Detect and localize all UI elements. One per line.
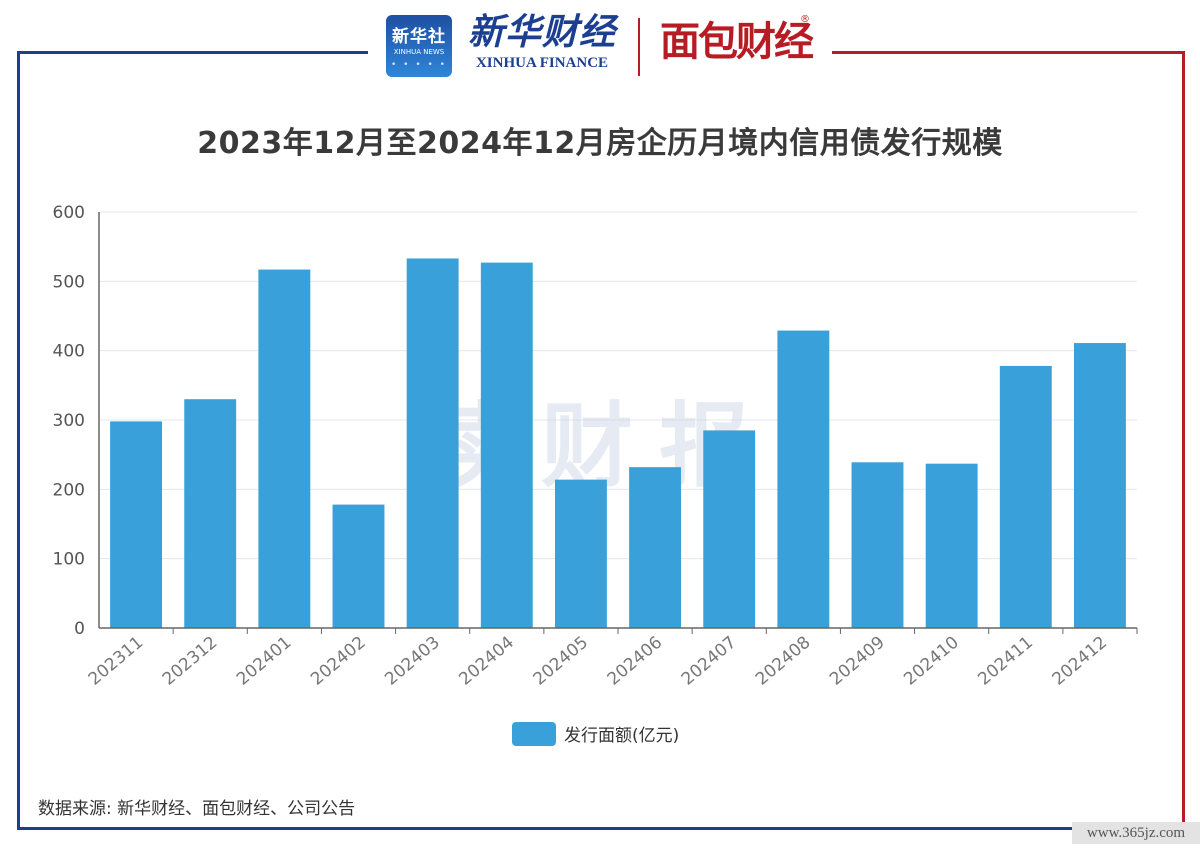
y-tick-label: 100 bbox=[53, 550, 85, 570]
x-tick-label: 202402 bbox=[307, 633, 370, 690]
bar bbox=[184, 399, 237, 628]
x-tick-label: 202407 bbox=[678, 633, 741, 690]
y-tick-label: 300 bbox=[53, 411, 85, 431]
x-tick-label: 202311 bbox=[85, 633, 148, 690]
legend-swatch bbox=[512, 721, 556, 746]
x-tick-label: 202411 bbox=[974, 633, 1037, 690]
data-source-note: 数据来源: 新华财经、面包财经、公司公告 bbox=[38, 799, 356, 819]
y-tick-label: 500 bbox=[53, 272, 85, 292]
y-tick-label: 200 bbox=[53, 480, 85, 500]
y-tick-labels: 0 100 200 300 400 500 600 bbox=[53, 203, 85, 639]
bars bbox=[110, 258, 1126, 628]
x-tick-label: 202409 bbox=[826, 633, 889, 690]
chart-title: 2023年12月至2024年12月房企历月境内信用债发行规模 bbox=[197, 126, 1003, 161]
bar bbox=[110, 421, 163, 628]
bar bbox=[851, 462, 904, 628]
bar bbox=[629, 467, 682, 628]
axes bbox=[98, 212, 1138, 634]
logo-divider bbox=[638, 18, 640, 76]
bar bbox=[480, 262, 533, 628]
bar bbox=[406, 258, 459, 628]
network-dots-icon: • • • • • bbox=[391, 60, 447, 70]
mianbao-finance-logo: 面包财经 bbox=[660, 19, 814, 65]
bar bbox=[999, 365, 1052, 628]
bar bbox=[332, 504, 385, 628]
y-tick-label: 400 bbox=[53, 342, 85, 362]
legend: 发行面额(亿元) bbox=[512, 721, 679, 746]
x-tick-label: 202405 bbox=[530, 633, 593, 690]
x-tick-label: 202404 bbox=[455, 633, 518, 690]
x-tick-label: 202410 bbox=[900, 633, 963, 690]
bar bbox=[777, 330, 830, 628]
site-url: www.365jz.com bbox=[1072, 822, 1200, 844]
x-tick-label: 202312 bbox=[159, 633, 222, 690]
x-tick-label: 202406 bbox=[604, 633, 667, 690]
x-tick-labels: 202311 202312 202401 202402 202403 202404 2024… bbox=[85, 633, 1111, 690]
bar bbox=[703, 430, 756, 628]
frame-right bbox=[597, 51, 1185, 830]
y-tick-label: 0 bbox=[74, 619, 85, 639]
frame-left bbox=[17, 51, 597, 830]
bar bbox=[554, 479, 607, 628]
x-tick-label: 202403 bbox=[381, 633, 444, 690]
bar bbox=[1073, 343, 1126, 628]
grid-lines bbox=[99, 211, 1137, 560]
x-tick-label: 202401 bbox=[233, 633, 296, 690]
xinhua-finance-logo: 新华财经 XINHUA FINANCE bbox=[467, 11, 616, 71]
x-tick-label: 202408 bbox=[752, 633, 815, 690]
x-tick-label: 202412 bbox=[1049, 633, 1112, 690]
y-tick-label: 600 bbox=[53, 203, 85, 223]
legend-label: 发行面额(亿元) bbox=[564, 726, 680, 746]
bar bbox=[258, 269, 311, 628]
registered-mark: ® bbox=[800, 14, 810, 25]
bar bbox=[925, 463, 978, 628]
xinhua-news-logo: 新华社 XINHUA NEWS • • • • • bbox=[386, 15, 452, 77]
